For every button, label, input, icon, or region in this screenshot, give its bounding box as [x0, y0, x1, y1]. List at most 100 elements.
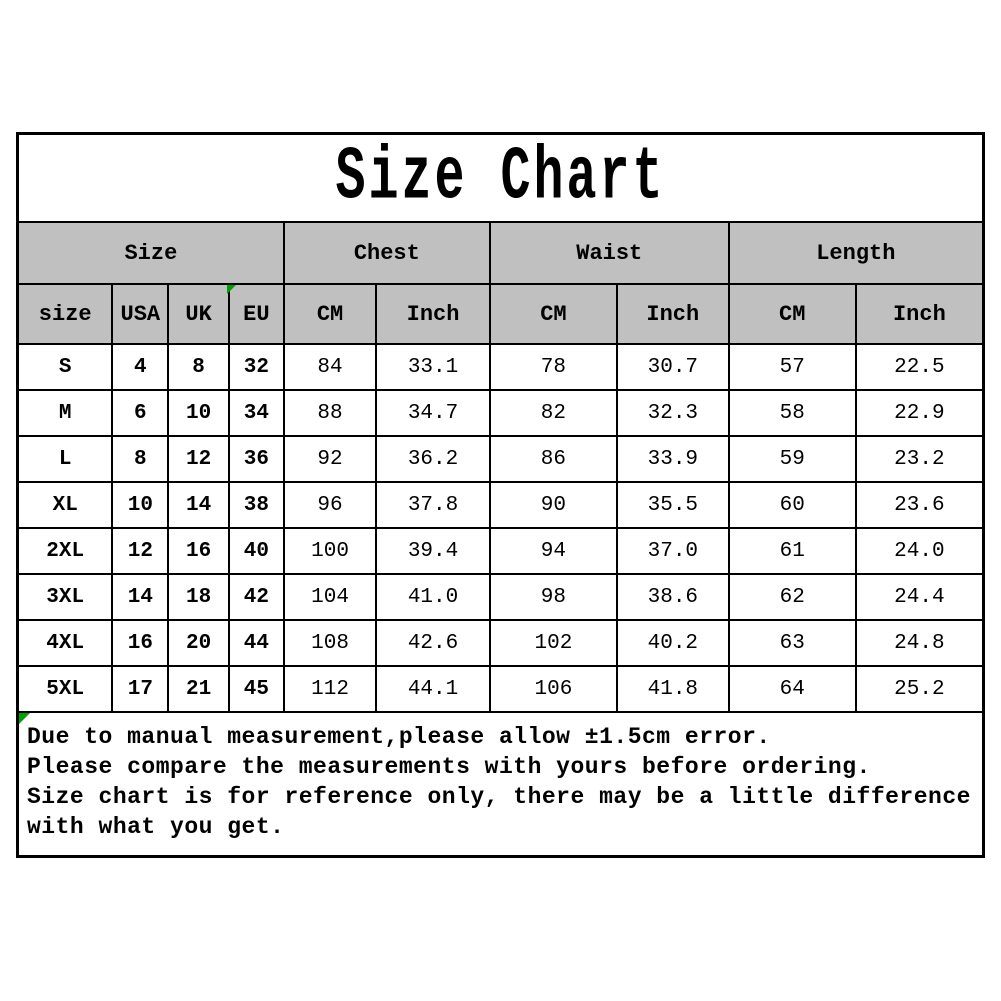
table-cell: 36.2 — [375, 435, 491, 483]
table-cell: 102 — [488, 619, 618, 667]
disclaimer-line: with what you get. — [27, 814, 285, 840]
table-cell: 86 — [488, 435, 618, 483]
table-row-5xl: 5XL 17 21 45 112 44.1 106 41.8 64 25.2 — [19, 665, 982, 713]
table-cell: 16 — [167, 527, 230, 575]
table-row-l: L 8 12 36 92 36.2 86 33.9 59 23.2 — [19, 435, 982, 483]
table-cell: 42 — [227, 573, 285, 621]
table-cell: 41.0 — [375, 573, 491, 621]
column-header-row: size USA UK EU CM Inch CM Inch CM Inch — [19, 283, 982, 345]
table-header: Size Chest Waist Length size USA UK EU CM Inch CM… — [19, 223, 982, 345]
table-row-s: S 4 8 32 84 33.1 78 30.7 57 22.5 — [19, 343, 982, 391]
disclaimer-line: Size chart is for reference only, there … — [27, 784, 971, 810]
column-header-8-cm: CM — [727, 283, 857, 345]
table-cell: 32.3 — [615, 389, 730, 437]
table-cell: 2XL — [19, 527, 114, 575]
table-row-4xl: 4XL 16 20 44 108 42.6 102 40.2 63 24.8 — [19, 619, 982, 667]
table-row-2xl: 2XL 12 16 40 100 39.4 94 37.0 61 24.0 — [19, 527, 982, 575]
table-cell: 58 — [727, 389, 857, 437]
table-cell: 90 — [488, 481, 618, 529]
table-cell: 8 — [111, 435, 170, 483]
column-header-9-inch: Inch — [854, 283, 982, 345]
table-cell: 21 — [167, 665, 230, 713]
table-cell: 20 — [167, 619, 230, 667]
table-cell: 44 — [227, 619, 285, 667]
table-cell: 25.2 — [854, 665, 982, 713]
table-cell: 10 — [111, 481, 170, 529]
disclaimer-notes: Due to manual measurement,please allow ±… — [19, 713, 982, 855]
disclaimer-line: Due to manual measurement,please allow ±… — [27, 724, 771, 750]
table-cell: 3XL — [19, 573, 114, 621]
table-row-m: M 6 10 34 88 34.7 82 32.3 58 22.9 — [19, 389, 982, 437]
table-cell: 16 — [111, 619, 170, 667]
table-cell: 108 — [282, 619, 378, 667]
table-cell: 34.7 — [375, 389, 491, 437]
table-cell: 100 — [282, 527, 378, 575]
table-cell: 61 — [727, 527, 857, 575]
column-header-5-inch: Inch — [375, 283, 491, 345]
table-body: S 4 8 32 84 33.1 78 30.7 57 22.5 M 6 10 34 88 34.7 82 32.… — [19, 343, 982, 713]
table-cell: 22.5 — [854, 343, 982, 391]
table-cell: 34 — [227, 389, 285, 437]
table-cell: 59 — [727, 435, 857, 483]
table-cell: 14 — [167, 481, 230, 529]
table-cell: 12 — [167, 435, 230, 483]
table-cell: 14 — [111, 573, 170, 621]
table-cell: 62 — [727, 573, 857, 621]
table-cell: 40 — [227, 527, 285, 575]
disclaimer-line: Please compare the measurements with you… — [27, 754, 871, 780]
group-header-length: Length — [727, 223, 982, 285]
table-cell: 98 — [488, 573, 618, 621]
table-cell: 78 — [488, 343, 618, 391]
table-cell: 41.8 — [615, 665, 730, 713]
table-cell: 40.2 — [615, 619, 730, 667]
group-header-chest: Chest — [282, 223, 491, 285]
table-cell: 18 — [167, 573, 230, 621]
column-header-4-cm: CM — [282, 283, 378, 345]
table-cell: 45 — [227, 665, 285, 713]
page-title: Size Chart — [335, 135, 666, 221]
column-header-1-usa: USA — [111, 283, 170, 345]
table-cell: 22.9 — [854, 389, 982, 437]
table-cell: 24.8 — [854, 619, 982, 667]
table-cell: 44.1 — [375, 665, 491, 713]
table-cell: 6 — [111, 389, 170, 437]
table-cell: 5XL — [19, 665, 114, 713]
column-header-7-inch: Inch — [615, 283, 730, 345]
green-corner-flag-notes — [19, 713, 30, 724]
table-cell: 92 — [282, 435, 378, 483]
column-header-6-cm: CM — [488, 283, 618, 345]
table-cell: 38.6 — [615, 573, 730, 621]
table-row-xl: XL 10 14 38 96 37.8 90 35.5 60 23.6 — [19, 481, 982, 529]
table-row-3xl: 3XL 14 18 42 104 41.0 98 38.6 62 24.4 — [19, 573, 982, 621]
green-corner-flag-eu — [227, 285, 236, 294]
table-cell: 96 — [282, 481, 378, 529]
table-cell: 35.5 — [615, 481, 730, 529]
table-cell: 10 — [167, 389, 230, 437]
table-cell: M — [19, 389, 114, 437]
table-cell: 12 — [111, 527, 170, 575]
title-band: Size Chart — [19, 135, 982, 223]
table-cell: 17 — [111, 665, 170, 713]
table-cell: 37.0 — [615, 527, 730, 575]
table-cell: 63 — [727, 619, 857, 667]
table-cell: 82 — [488, 389, 618, 437]
table-cell: 39.4 — [375, 527, 491, 575]
table-cell: L — [19, 435, 114, 483]
table-cell: 33.9 — [615, 435, 730, 483]
table-cell: 64 — [727, 665, 857, 713]
group-header-waist: Waist — [488, 223, 730, 285]
table-cell: 24.4 — [854, 573, 982, 621]
table-cell: 4 — [111, 343, 170, 391]
table-cell: 37.8 — [375, 481, 491, 529]
table-cell: 4XL — [19, 619, 114, 667]
column-header-3-eu: EU — [227, 283, 285, 345]
table-cell: 24.0 — [854, 527, 982, 575]
table-cell: 94 — [488, 527, 618, 575]
table-cell: 42.6 — [375, 619, 491, 667]
size-chart-panel: Size Chart Size Chest Waist Length size USA U… — [16, 132, 985, 858]
table-cell: 57 — [727, 343, 857, 391]
table-cell: S — [19, 343, 114, 391]
table-cell: 23.2 — [854, 435, 982, 483]
table-cell: 88 — [282, 389, 378, 437]
table-cell: 106 — [488, 665, 618, 713]
